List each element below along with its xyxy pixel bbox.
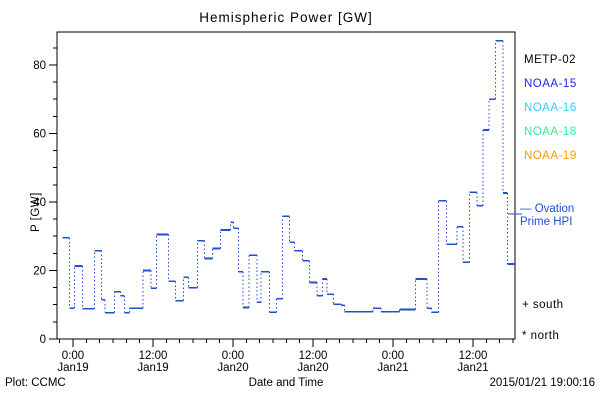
x-tick-date: Jan20	[217, 362, 249, 374]
ovation-line-label-1: — Ovation	[520, 203, 575, 215]
legend-item-noaa-19: NOAA-19	[524, 150, 577, 162]
x-tick-label: 0:00 Jan21	[361, 350, 425, 374]
y-tick-label: 0	[40, 334, 46, 346]
legend-item-noaa-16: NOAA-16	[524, 102, 577, 114]
satellite-legend: METP-02 NOAA-15 NOAA-16 NOAA-18 NOAA-19	[524, 48, 577, 168]
plot-frame	[56, 31, 516, 340]
x-tick-time: 12:00	[458, 350, 488, 362]
x-tick-time: 0:00	[61, 350, 85, 362]
plot-credit: Plot: CCMC	[5, 377, 66, 389]
legend-item-noaa-18: NOAA-18	[524, 126, 577, 138]
y-tick-label: 20	[33, 265, 46, 277]
x-tick-date: Jan19	[57, 362, 89, 374]
x-tick-date: Jan21	[377, 362, 409, 374]
x-tick-time: 12:00	[298, 350, 328, 362]
x-tick-date: Jan19	[137, 362, 169, 374]
x-tick-label: 12:00 Jan21	[441, 350, 505, 374]
x-tick-date: Jan21	[457, 362, 489, 374]
x-tick-label: 12:00 Jan19	[121, 350, 185, 374]
chart-title: Hemispheric Power [GW]	[199, 10, 373, 25]
x-tick-label: 0:00 Jan19	[41, 350, 105, 374]
y-tick-label: 60	[33, 128, 46, 140]
ovation-line-label: — Ovation Prime HPI	[520, 203, 598, 228]
x-axis-label: Date and Time	[248, 377, 324, 389]
y-tick-label: 40	[33, 197, 46, 209]
x-tick-date: Jan20	[297, 362, 329, 374]
x-tick-time: 12:00	[138, 350, 168, 362]
x-tick-time: 0:00	[221, 350, 245, 362]
south-marker-label: + south	[522, 299, 564, 311]
legend-item-metp-02: METP-02	[524, 54, 577, 66]
plot-timestamp: 2015/01/21 19:00:16	[489, 377, 595, 389]
ovation-line-label-2: Prime HPI	[520, 215, 573, 228]
legend-item-noaa-15: NOAA-15	[524, 78, 577, 90]
x-tick-label: 0:00 Jan20	[201, 350, 265, 374]
x-tick-time: 0:00	[381, 350, 405, 362]
x-tick-label: 12:00 Jan20	[281, 350, 345, 374]
y-tick-label: 80	[33, 60, 46, 72]
north-marker-label: * north	[522, 330, 560, 342]
